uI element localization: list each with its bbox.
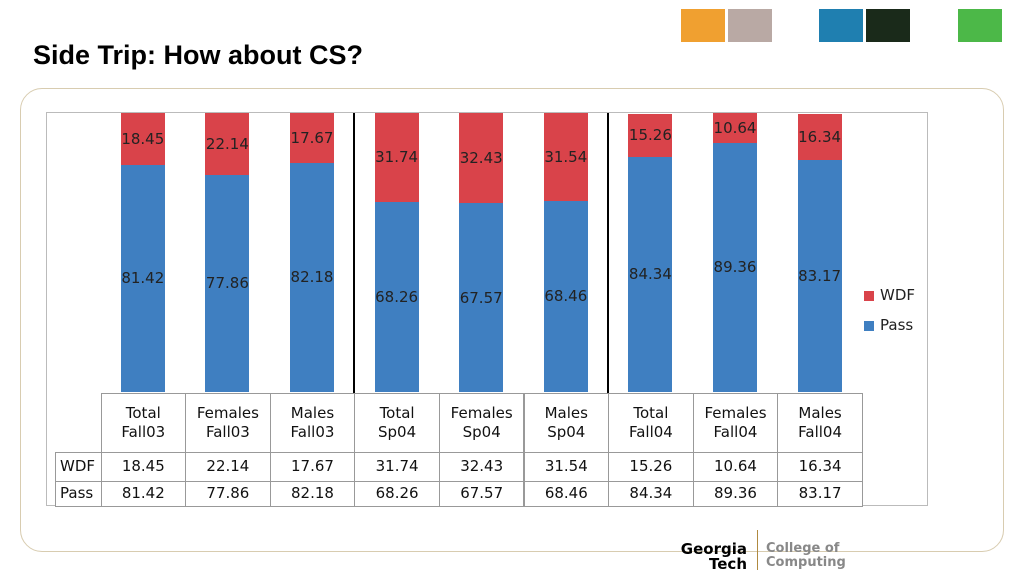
table-cell: 31.54: [523, 452, 610, 482]
bar-segment: [290, 162, 334, 392]
bar-segment: [543, 200, 588, 392]
table-cell: 77.86: [185, 481, 271, 507]
data-label: 84.34: [628, 265, 672, 284]
table-cell: 68.26: [354, 481, 440, 507]
table-cell: 31.74: [354, 452, 440, 482]
bar-segment: [713, 142, 757, 392]
table-header: Females Fall04: [692, 393, 779, 453]
data-label: 22.14: [205, 134, 249, 153]
table-cell: 81.42: [100, 481, 187, 507]
table-cell: 84.34: [608, 481, 694, 507]
data-label: 67.57: [459, 288, 503, 307]
bar-segment: [374, 201, 419, 392]
table-header: Total Sp04: [354, 393, 440, 453]
table-header: Females Sp04: [438, 393, 525, 453]
legend-swatch: [864, 291, 874, 301]
bar-segment: [628, 114, 673, 157]
header-image: [866, 9, 910, 42]
bar-segment: [205, 113, 250, 175]
header-image: [958, 9, 1002, 42]
data-label: 81.42: [121, 269, 165, 288]
title: Side Trip: How about CS?: [33, 40, 363, 70]
table-header: Total Fall03: [100, 393, 187, 453]
bar-segment: [120, 164, 165, 392]
bar-segment: [374, 113, 419, 202]
data-label: 16.34: [798, 128, 842, 147]
logo-divider: [757, 530, 758, 570]
data-label: 10.64: [713, 118, 757, 137]
data-label: 17.67: [290, 129, 334, 148]
table-header: Males Fall04: [777, 393, 863, 453]
legend-label: Pass: [880, 316, 914, 334]
data-label: 82.18: [290, 268, 334, 287]
bar-segment: [797, 159, 842, 392]
bar-segment: [290, 113, 334, 163]
group-separator: [607, 113, 610, 396]
table-header: Males Sp04: [523, 393, 610, 453]
data-label: 68.26: [375, 287, 419, 306]
data-label: 77.86: [205, 274, 249, 293]
table-cell: 68.46: [523, 481, 610, 507]
data-label: 89.36: [713, 258, 757, 277]
logo-unit: College of Computing: [766, 541, 846, 570]
data-label: 32.43: [459, 149, 503, 168]
row-header: Pass: [55, 481, 102, 507]
table-cell: 17.67: [269, 452, 356, 482]
group-separator: [353, 113, 356, 396]
table-cell: 16.34: [777, 452, 863, 482]
table-cell: 10.64: [692, 452, 779, 482]
bar-segment: [797, 114, 842, 160]
bar-segment: [205, 174, 250, 392]
data-label: 68.46: [544, 287, 588, 306]
bar-segment: [713, 113, 757, 143]
frame: [20, 88, 1004, 552]
table-header: Males Fall03: [269, 393, 356, 453]
legend-swatch: [864, 321, 874, 331]
row-header: WDF: [55, 452, 102, 482]
bar-segment: [459, 203, 504, 392]
logo-name: Georgia Tech: [680, 540, 747, 573]
data-label: 83.17: [798, 266, 842, 285]
table-cell: 67.57: [438, 481, 525, 507]
data-label: 18.45: [121, 130, 165, 149]
table-cell: 89.36: [692, 481, 779, 507]
legend-label: WDF: [880, 286, 916, 304]
bar-segment: [459, 113, 504, 204]
table-cell: 15.26: [608, 452, 694, 482]
table-cell: 83.17: [777, 481, 863, 507]
table-cell: 18.45: [100, 452, 187, 482]
bar-segment: [628, 156, 673, 392]
data-label: 15.26: [628, 126, 672, 145]
table-cell: 22.14: [185, 452, 271, 482]
header-image: [681, 9, 725, 42]
table-cell: 32.43: [438, 452, 525, 482]
bar-segment: [543, 113, 588, 201]
data-label: 31.74: [375, 148, 419, 167]
table-header: Females Fall03: [185, 393, 271, 453]
table-header: Total Fall04: [608, 393, 694, 453]
bar-segment: [120, 113, 165, 165]
header-image: [728, 9, 772, 42]
data-label: 31.54: [544, 147, 588, 166]
header-image: [819, 9, 863, 42]
table-cell: 82.18: [269, 481, 356, 507]
